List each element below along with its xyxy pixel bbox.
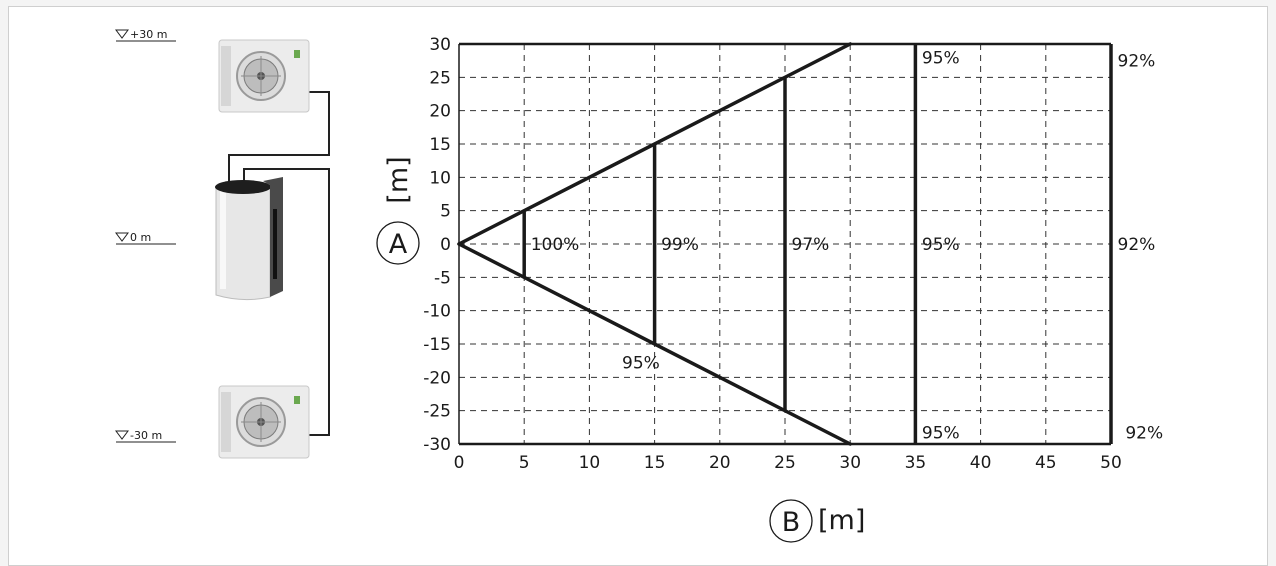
- y-tick-label: 30: [429, 35, 451, 55]
- y-tick-label: -20: [423, 368, 451, 388]
- y-axis-title: A [m]: [376, 156, 420, 265]
- efficiency-label: 99%: [661, 235, 699, 255]
- x-axis-title: B [m]: [769, 499, 865, 543]
- x-tick-label: 40: [970, 453, 992, 473]
- efficiency-label: 100%: [531, 235, 580, 255]
- y-tick-label: -5: [434, 268, 451, 288]
- level-triangle-icon: [115, 430, 129, 440]
- level-triangle-icon: [115, 232, 129, 242]
- y-tick-label: -30: [423, 435, 451, 455]
- x-tick-label: 10: [579, 453, 601, 473]
- x-tick-label: 20: [709, 453, 731, 473]
- efficiency-labels: 100% 99% 97% 95% 92% 95% 92% 95% 92% 95%: [531, 48, 1163, 443]
- y-tick-label: 20: [429, 102, 451, 122]
- y-tick-label: 15: [429, 135, 451, 155]
- installation-illustration: +30 m 0 m -30 m: [115, 28, 330, 459]
- level-marker-middle: 0 m: [115, 231, 176, 245]
- x-axis-unit: [m]: [818, 505, 865, 536]
- level-label: -30 m: [130, 429, 162, 442]
- outdoor-unit-top: [218, 39, 310, 113]
- level-marker-top: +30 m: [115, 28, 176, 42]
- level-label: 0 m: [130, 231, 151, 244]
- y-tick-label: 0: [440, 235, 451, 255]
- efficiency-label: 95%: [922, 424, 960, 444]
- efficiency-label: 92%: [1125, 424, 1163, 444]
- efficiency-label: 95%: [622, 354, 660, 374]
- y-tick-label: -25: [423, 402, 451, 422]
- y-axis-unit: [m]: [383, 156, 414, 203]
- x-tick-label: 35: [905, 453, 927, 473]
- level-marker-bottom: -30 m: [115, 429, 176, 443]
- efficiency-label: 97%: [792, 235, 830, 255]
- outdoor-unit-bottom: [218, 385, 310, 459]
- x-tick-label: 50: [1100, 453, 1122, 473]
- y-tick-labels: 30 25 20 15 10 5 0 -5 -10 -15 -20 -25 -30: [423, 35, 451, 455]
- efficiency-label: 95%: [922, 235, 960, 255]
- x-tick-label: 45: [1035, 453, 1057, 473]
- diagram-frame: +30 m 0 m -30 m: [8, 6, 1268, 566]
- diagram-canvas: +30 m 0 m -30 m: [115, 28, 1163, 543]
- x-axis-badge-letter: B: [782, 507, 801, 538]
- level-label: +30 m: [130, 28, 167, 41]
- x-tick-label: 15: [644, 453, 666, 473]
- x-tick-labels: 0 5 10 15 20 25 30 35 40 45 50: [454, 453, 1122, 473]
- chart-grid: [459, 44, 1111, 444]
- x-tick-label: 5: [519, 453, 530, 473]
- y-axis-badge-letter: A: [389, 229, 408, 260]
- y-tick-label: -10: [423, 302, 451, 322]
- logo-badge-icon: [294, 396, 300, 404]
- y-tick-label: 25: [429, 68, 451, 88]
- level-triangle-icon: [115, 29, 129, 39]
- refrigerant-piping: [228, 91, 330, 436]
- efficiency-label: 95%: [922, 48, 960, 68]
- efficiency-label: 92%: [1118, 235, 1156, 255]
- x-tick-label: 25: [774, 453, 796, 473]
- x-axis-badge: [769, 499, 813, 543]
- y-tick-label: 5: [440, 202, 451, 222]
- x-tick-label: 0: [454, 453, 465, 473]
- chart-series: [457, 42, 1113, 446]
- y-tick-label: -15: [423, 335, 451, 355]
- x-tick-label: 30: [839, 453, 861, 473]
- indoor-unit: [215, 177, 283, 301]
- logo-badge-icon: [294, 50, 300, 58]
- y-tick-label: 10: [429, 168, 451, 188]
- y-axis-badge: [376, 221, 420, 265]
- efficiency-label: 92%: [1118, 52, 1156, 72]
